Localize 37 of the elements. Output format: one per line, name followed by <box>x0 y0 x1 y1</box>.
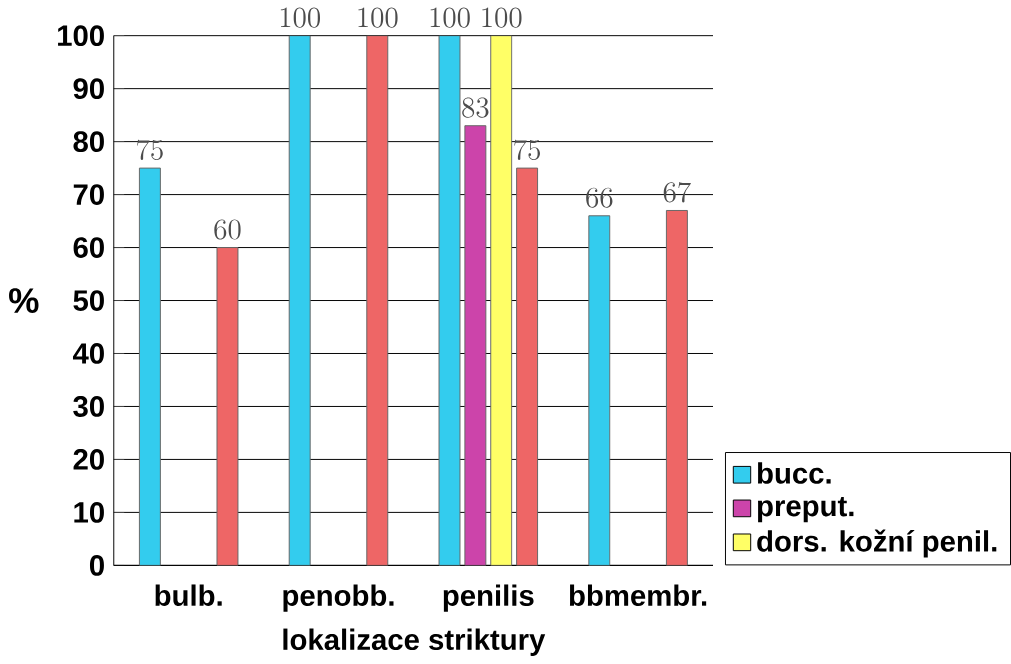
bar <box>366 35 389 566</box>
bar <box>138 167 161 566</box>
bar <box>464 125 487 566</box>
bar <box>288 35 311 566</box>
data-label: 100 <box>430 7 470 28</box>
x-tick-label: penilis <box>443 584 534 612</box>
y-tick-label: 50 <box>73 290 104 311</box>
x-tick-label: bbmembr. <box>569 584 707 606</box>
bar <box>516 167 539 566</box>
bar <box>216 247 239 566</box>
bar <box>438 35 461 566</box>
y-tick-label: 70 <box>73 184 104 205</box>
x-tick-label: bulb. <box>155 584 222 606</box>
legend-label: dors. kožní penil. <box>757 529 997 558</box>
y-tick-label: 30 <box>73 396 104 417</box>
data-label: 75 <box>514 139 540 161</box>
bar <box>588 215 611 566</box>
y-tick-label: 0 <box>89 554 104 576</box>
x-tick-label: penobb. <box>283 584 394 612</box>
y-axis-title: % <box>9 288 39 313</box>
y-tick-label: 20 <box>73 449 104 470</box>
y-tick-label: 40 <box>72 343 104 364</box>
y-tick-label: 80 <box>73 131 104 152</box>
y-tick-label: 60 <box>73 237 104 258</box>
legend-label: preput. <box>757 496 854 523</box>
data-label: 83 <box>462 97 489 118</box>
data-label: 100 <box>280 7 320 28</box>
y-tick-label: 100 <box>58 25 104 47</box>
data-label: 100 <box>482 7 522 28</box>
bar <box>665 209 688 566</box>
x-axis-title: lokalizace striktury <box>283 628 546 656</box>
legend-label: bucc. <box>757 462 831 484</box>
data-label: 75 <box>137 139 163 161</box>
data-label: 60 <box>214 219 241 240</box>
y-tick-label: 90 <box>73 78 104 99</box>
data-label: 100 <box>358 7 398 28</box>
y-tick-label: 10 <box>74 502 104 523</box>
